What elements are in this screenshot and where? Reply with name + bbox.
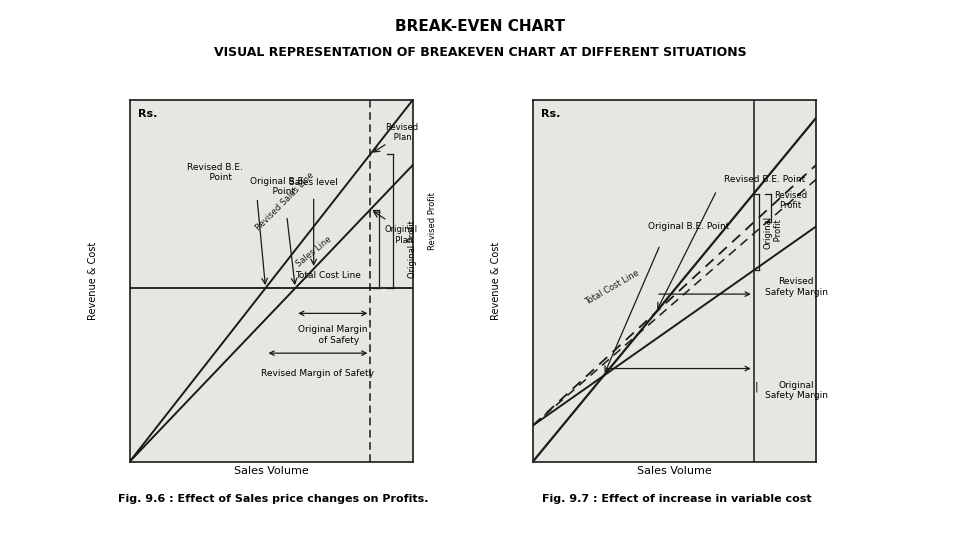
Text: Original Profit: Original Profit: [408, 220, 418, 278]
Text: Total Cost Line: Total Cost Line: [295, 271, 361, 280]
Text: Sales Line: Sales Line: [295, 235, 333, 269]
Text: Revised
Profit: Revised Profit: [774, 191, 807, 211]
Text: Total Cost Line: Total Cost Line: [584, 269, 640, 307]
Text: Sales level: Sales level: [289, 178, 338, 186]
Text: Original
  Plan: Original Plan: [385, 225, 418, 245]
Text: Original
Safety Margin: Original Safety Margin: [765, 381, 828, 400]
Text: Original Margin
    of Safety: Original Margin of Safety: [298, 326, 368, 345]
Text: Fig. 9.7 : Effect of increase in variable cost: Fig. 9.7 : Effect of increase in variabl…: [542, 495, 811, 504]
Text: Rs.: Rs.: [541, 109, 561, 119]
Text: Original
 Profit: Original Profit: [764, 215, 783, 248]
Text: Revised
Safety Margin: Revised Safety Margin: [765, 277, 828, 296]
Text: Revenue & Cost: Revenue & Cost: [491, 242, 501, 320]
Text: Revised B.E. Point: Revised B.E. Point: [725, 175, 805, 184]
Text: Revised B.E.
    Point: Revised B.E. Point: [186, 163, 243, 182]
X-axis label: Sales Volume: Sales Volume: [234, 466, 308, 476]
Text: Revised Sales Line: Revised Sales Line: [254, 170, 316, 232]
Text: Original B.E. Point: Original B.E. Point: [648, 222, 730, 231]
Text: Revised Profit: Revised Profit: [428, 192, 437, 250]
Text: Rs.: Rs.: [138, 109, 157, 119]
Text: Revised
 Plan: Revised Plan: [385, 123, 418, 142]
Text: BREAK-EVEN CHART: BREAK-EVEN CHART: [395, 19, 565, 34]
Text: VISUAL REPRESENTATION OF BREAKEVEN CHART AT DIFFERENT SITUATIONS: VISUAL REPRESENTATION OF BREAKEVEN CHART…: [214, 46, 746, 59]
Text: Original B.E.
    Point: Original B.E. Point: [251, 177, 306, 197]
Text: Revenue & Cost: Revenue & Cost: [87, 242, 98, 320]
Text: |: |: [755, 381, 758, 392]
Text: Fig. 9.6 : Effect of Sales price changes on Profits.: Fig. 9.6 : Effect of Sales price changes…: [118, 495, 429, 504]
X-axis label: Sales Volume: Sales Volume: [637, 466, 711, 476]
Text: Revised Margin of Safety: Revised Margin of Safety: [261, 369, 374, 377]
